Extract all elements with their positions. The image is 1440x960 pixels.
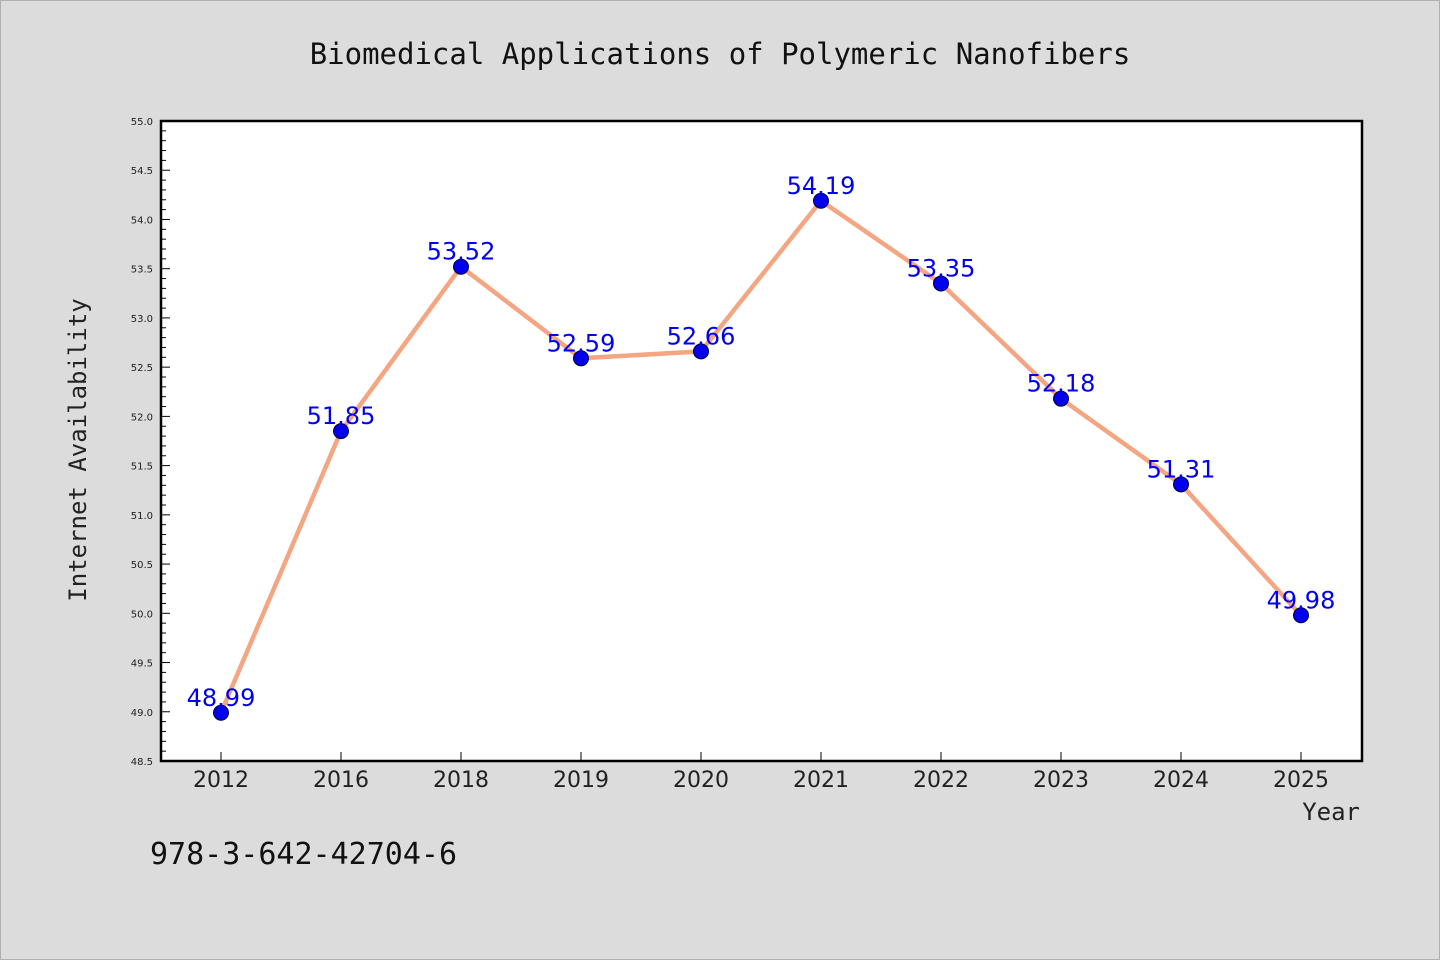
x-tick-label: 2019 bbox=[553, 768, 609, 793]
data-label: 49.98 bbox=[1267, 586, 1336, 614]
plot-area bbox=[159, 119, 1364, 763]
data-label: 52.18 bbox=[1027, 370, 1096, 398]
data-label: 51.31 bbox=[1147, 455, 1216, 483]
series-line bbox=[218, 198, 1304, 716]
y-tick-label: 54.0 bbox=[131, 215, 153, 226]
x-axis: 2012 2016 2018 2019 2020 2021 2022 2023 2024 2025 bbox=[193, 752, 1329, 793]
data-label: 54.19 bbox=[787, 172, 856, 200]
series-line-group bbox=[213, 192, 1309, 721]
y-tick-label: 49.5 bbox=[131, 659, 153, 670]
data-label-group: 48.99 51.85 53.52 52.59 52.66 54.19 53.35 52.18… bbox=[187, 172, 1336, 712]
x-tick-label: 2016 bbox=[313, 768, 369, 793]
x-tick-label: 2025 bbox=[1273, 768, 1329, 793]
y-tick-label: 53.0 bbox=[131, 314, 153, 325]
data-label: 53.52 bbox=[427, 238, 496, 266]
x-tick-label: 2024 bbox=[1153, 768, 1209, 793]
x-tick-label: 2018 bbox=[433, 768, 489, 793]
y-axis: 48.5 49.0 49.5 50.0 50.5 51.0 51.5 52.0 52.5 53.0… bbox=[131, 117, 170, 768]
data-point bbox=[453, 258, 469, 275]
data-label: 53.35 bbox=[907, 254, 976, 282]
data-label: 48.99 bbox=[187, 684, 256, 712]
isbn-text: 978-3-642-42704-6 bbox=[150, 837, 457, 872]
data-point bbox=[1173, 476, 1189, 493]
data-point bbox=[693, 343, 709, 360]
y-tick-label: 49.0 bbox=[131, 708, 153, 719]
y-tick-label: 52.5 bbox=[131, 363, 153, 374]
y-tick-label: 50.5 bbox=[131, 560, 153, 571]
x-tick-label: 2021 bbox=[793, 768, 849, 793]
data-label: 51.85 bbox=[307, 402, 376, 430]
y-axis-title: Internet Availability bbox=[64, 298, 92, 601]
x-tick-label: 2022 bbox=[913, 768, 969, 793]
y-tick-label: 48.5 bbox=[131, 757, 153, 768]
data-point bbox=[933, 275, 949, 292]
data-point bbox=[573, 350, 589, 367]
data-point bbox=[1293, 607, 1309, 624]
y-tick-label: 55.0 bbox=[131, 117, 153, 128]
x-tick-label: 2023 bbox=[1033, 768, 1089, 793]
y-tick-label: 52.0 bbox=[131, 412, 153, 423]
chart-title: Biomedical Applications of Polymeric Nan… bbox=[310, 37, 1131, 71]
x-axis-title: Year bbox=[1302, 798, 1360, 826]
data-point bbox=[1053, 390, 1069, 407]
data-point bbox=[213, 704, 229, 721]
data-label: 52.66 bbox=[667, 322, 736, 350]
y-tick-label: 51.5 bbox=[131, 462, 153, 473]
y-tick-label: 50.0 bbox=[131, 609, 153, 620]
y-tick-label: 51.0 bbox=[131, 511, 153, 522]
y-tick-label: 53.5 bbox=[131, 265, 153, 276]
x-tick-label: 2020 bbox=[673, 768, 729, 793]
y-tick-label: 54.5 bbox=[131, 166, 153, 177]
x-tick-label: 2012 bbox=[193, 768, 249, 793]
data-point bbox=[813, 192, 829, 209]
data-point bbox=[333, 423, 349, 440]
data-label: 52.59 bbox=[547, 329, 616, 357]
